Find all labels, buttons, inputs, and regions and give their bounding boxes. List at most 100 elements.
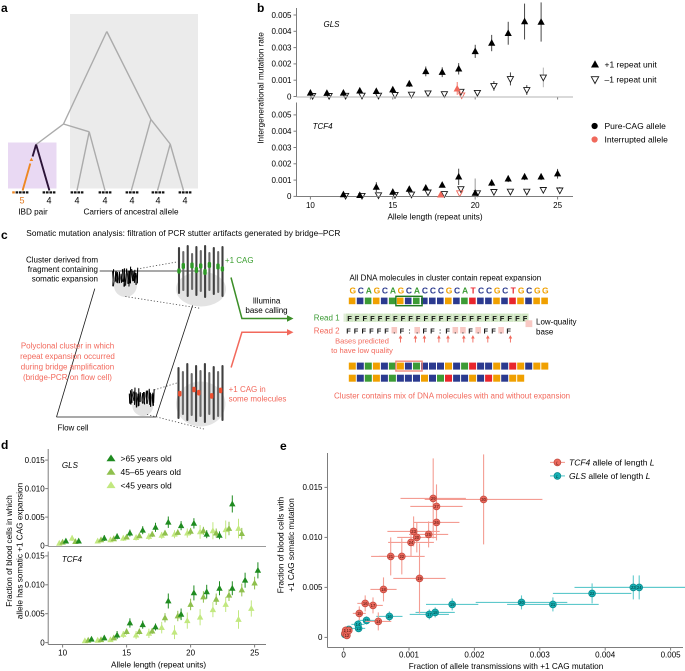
svg-text:F: F [492,314,497,323]
svg-text:G: G [494,285,501,295]
svg-text:Interrupted allele: Interrupted allele [605,135,669,145]
svg-text:0.015: 0.015 [25,552,46,561]
svg-text:F: F [370,314,375,323]
svg-text:0.001: 0.001 [399,651,420,660]
svg-text:21: 21 [551,602,556,607]
svg-text:F: F [430,326,435,335]
svg-text:0.001: 0.001 [271,176,292,185]
svg-text:15: 15 [388,201,397,210]
svg-text:C: C [382,285,388,295]
svg-text:0.003: 0.003 [530,651,551,660]
svg-text:0: 0 [40,541,45,550]
svg-text:10: 10 [306,201,315,210]
svg-text:Allele length (repeat units): Allele length (repeat units) [387,213,482,222]
svg-text:d: d [1,438,8,452]
svg-text:0.002: 0.002 [464,651,485,660]
svg-text:C: C [526,285,532,295]
svg-text:20: 20 [519,600,524,605]
svg-text:F: F [446,314,451,323]
svg-text:25: 25 [426,532,431,537]
svg-text::: : [439,326,442,335]
svg-text:to have low quality: to have low quality [331,346,393,355]
svg-text:0.001: 0.001 [271,76,292,85]
svg-text:F: F [385,314,390,323]
svg-text:17: 17 [427,612,432,617]
svg-text:a: a [1,1,8,15]
svg-text:15: 15 [364,618,369,623]
svg-text:Cluster derived from: Cluster derived from [26,255,98,264]
svg-text:15: 15 [122,649,131,658]
svg-text:C: C [358,285,364,295]
svg-text:TCF4 allele of length L: TCF4 allele of length L [569,457,655,467]
svg-text:F: F [439,314,444,323]
svg-text:0.005: 0.005 [302,583,323,592]
svg-text:Illumina: Illumina [253,297,281,306]
svg-text:0: 0 [40,638,45,647]
svg-text:24: 24 [637,585,642,590]
svg-text:+1 CAG somatic mutation: +1 CAG somatic mutation [287,498,296,592]
svg-text:0.005: 0.005 [25,513,46,522]
svg-text:F: F [454,314,459,323]
svg-text:C: C [502,285,508,295]
svg-text:GLS: GLS [324,20,341,29]
svg-text:0.004: 0.004 [595,651,616,660]
svg-text:F: F [354,326,359,335]
svg-text:12: 12 [345,633,350,638]
svg-text:.: . [462,326,464,335]
svg-text:Fraction of blood cells in whi: Fraction of blood cells in which [5,495,14,607]
svg-text:F: F [491,326,496,335]
svg-text:.: . [416,326,418,335]
svg-text:Read 1: Read 1 [314,314,340,323]
svg-text:24: 24 [409,540,414,545]
svg-text:13: 13 [346,628,351,633]
svg-text:somatic expansion: somatic expansion [32,274,98,283]
svg-text:F: F [400,326,405,335]
svg-text:.: . [477,326,479,335]
svg-text:0.010: 0.010 [25,484,46,493]
svg-text:29: 29 [431,496,436,501]
svg-text:C: C [454,285,460,295]
svg-text:All DNA molecules in cluster c: All DNA molecules in cluster contain rep… [350,274,542,283]
svg-text:0.010: 0.010 [302,533,323,542]
svg-text:>65 years old: >65 years old [121,454,173,464]
svg-text:F: F [362,326,367,335]
svg-text:17: 17 [371,603,376,608]
svg-text:20: 20 [471,201,480,210]
svg-text:5: 5 [19,196,24,206]
svg-text:20: 20 [186,649,195,658]
svg-text:F: F [523,314,528,323]
svg-text:10: 10 [58,649,67,658]
svg-text:0.002: 0.002 [271,60,292,69]
svg-text:b: b [257,1,264,15]
svg-text:21: 21 [388,554,393,559]
svg-text:0.004: 0.004 [271,27,292,36]
svg-text:4: 4 [46,196,51,206]
svg-text:.: . [454,326,456,335]
svg-text:F: F [424,314,429,323]
svg-text:<45 years old: <45 years old [121,480,173,490]
svg-text:+1 CAG in: +1 CAG in [229,385,266,394]
svg-text:T: T [470,285,476,295]
svg-text:A: A [414,285,420,295]
svg-text:+1 repeat unit: +1 repeat unit [605,60,658,70]
svg-text:0.005: 0.005 [271,111,292,120]
svg-text:TCF4: TCF4 [313,122,334,131]
svg-text:TCF4: TCF4 [62,555,83,564]
svg-text:F: F [408,314,413,323]
svg-text:Read 2: Read 2 [314,327,340,336]
svg-text:during bridge amplification: during bridge amplification [21,363,114,372]
svg-text::: : [408,326,411,335]
svg-text:15: 15 [357,611,362,616]
svg-text:Intergenerational mutation rat: Intergenerational mutation rate [257,32,266,144]
svg-text:F: F [355,314,360,323]
svg-text:0.015: 0.015 [25,456,46,465]
svg-text:18: 18 [433,610,438,615]
svg-text:T: T [511,285,517,295]
svg-text:0.005: 0.005 [661,651,682,660]
svg-text:.: . [500,326,502,335]
svg-text:Bases predicted: Bases predicted [335,336,389,345]
svg-text:IBD pair: IBD pair [18,208,48,217]
svg-text:0.005: 0.005 [271,11,292,20]
svg-text:0: 0 [287,92,292,101]
svg-text:GLS allele of length L: GLS allele of length L [569,471,651,481]
